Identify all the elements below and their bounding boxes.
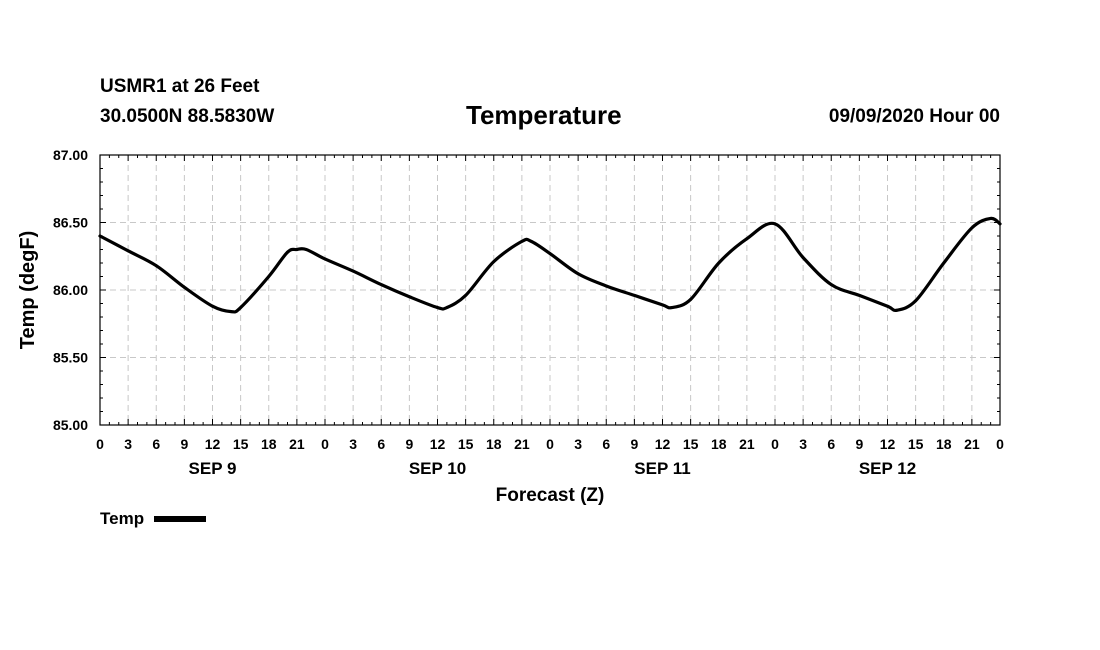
x-day-label: SEP 11	[634, 459, 690, 478]
data-point-temp	[126, 249, 130, 253]
data-point-temp	[942, 261, 946, 265]
x-tick-label: 9	[855, 436, 863, 452]
legend: Temp	[100, 509, 207, 529]
data-point-temp	[717, 261, 721, 265]
x-tick-label: 3	[349, 436, 357, 452]
axis-labels: 0 3 6 9 12 15 18 21 0 3 6 9 12 15 18 21 0 3 6 9 12 15 18 21 0 3 6 9…	[53, 147, 1004, 478]
x-day-label: SEP 9	[189, 459, 237, 478]
data-point-temp	[464, 294, 468, 297]
x-tick-label: 6	[152, 436, 160, 452]
x-tick-label: 21	[289, 436, 305, 452]
data-point-temp	[351, 269, 355, 273]
data-point-temp	[829, 283, 833, 286]
data-point-temp	[689, 298, 693, 301]
data-point-temp	[857, 294, 861, 297]
station-name: USMR1 at 26 Feet	[100, 76, 260, 97]
x-day-label: SEP 10	[409, 459, 466, 478]
data-point-temp	[914, 299, 918, 303]
data-point-temp	[379, 283, 383, 286]
x-tick-label: 15	[458, 436, 474, 452]
data-point-temp	[773, 222, 777, 226]
x-tick-label: 6	[602, 436, 610, 452]
data-point-temp	[661, 303, 664, 307]
data-point-temp	[604, 284, 608, 288]
y-tick-label: 86.00	[53, 282, 88, 298]
x-tick-label: 18	[711, 436, 727, 452]
grid	[100, 155, 1000, 425]
y-tick-label: 85.00	[53, 417, 88, 433]
data-point-temp	[267, 275, 271, 278]
x-tick-label: 3	[799, 436, 807, 452]
x-tick-label: 3	[124, 436, 132, 452]
x-tick-label: 12	[655, 436, 671, 452]
x-tick-label: 0	[771, 436, 779, 452]
y-axis-title: Temp (degF)	[17, 231, 39, 350]
x-tick-label: 0	[321, 436, 329, 452]
data-point-temp	[998, 222, 1002, 226]
x-tick-label: 18	[486, 436, 502, 452]
data-point-temp	[632, 294, 636, 297]
axes	[99, 154, 1001, 426]
data-point-temp	[895, 308, 899, 312]
x-tick-label: 15	[683, 436, 699, 452]
x-tick-label: 21	[964, 436, 980, 452]
x-tick-label: 6	[827, 436, 835, 452]
data-point-temp	[98, 234, 102, 238]
x-tick-label: 21	[739, 436, 755, 452]
x-tick-label: 0	[996, 436, 1004, 452]
data-point-temp	[436, 306, 439, 309]
data-point-temp	[529, 240, 533, 243]
x-tick-label: 18	[936, 436, 952, 452]
data-point-temp	[801, 256, 805, 259]
x-tick-label: 12	[205, 436, 221, 452]
data-point-temp	[182, 285, 186, 289]
x-tick-label: 12	[430, 436, 446, 452]
x-day-label: SEP 12	[859, 459, 916, 478]
forecast-run-time: 09/09/2020 Hour 00	[828, 106, 1000, 127]
data-point-temp	[989, 217, 993, 220]
x-tick-label: 9	[405, 436, 413, 452]
data-point-temp	[745, 237, 749, 241]
data-point-temp	[520, 240, 524, 243]
data-point-temp	[886, 304, 889, 308]
data-point-temp	[211, 304, 214, 308]
data-point-temp	[295, 248, 299, 251]
station-coordinates: 30.0500N 88.5830W	[100, 106, 275, 127]
x-tick-label: 3	[574, 436, 582, 452]
x-tick-label: 21	[514, 436, 530, 452]
data-point-temp	[407, 295, 411, 299]
data-point-temp	[323, 257, 327, 261]
x-tick-label: 15	[908, 436, 924, 452]
x-tick-label: 12	[880, 436, 896, 452]
data-point-temp	[576, 272, 580, 276]
data-point-temp	[970, 226, 974, 230]
data-point-temp	[286, 250, 289, 254]
data-point-temp	[239, 306, 243, 309]
data-point-temp	[492, 260, 496, 264]
data-point-temp	[670, 306, 674, 309]
x-tick-label: 15	[233, 436, 249, 452]
x-tick-label: 0	[96, 436, 104, 452]
x-tick-label: 0	[546, 436, 554, 452]
data-point-temp	[304, 248, 308, 251]
x-tick-label: 9	[630, 436, 638, 452]
x-tick-label: 6	[377, 436, 385, 452]
x-tick-label: 9	[180, 436, 188, 452]
chart-title: Temperature	[466, 100, 622, 130]
x-tick-label: 18	[261, 436, 277, 452]
data-point-temp	[229, 310, 233, 313]
y-tick-label: 87.00	[53, 147, 88, 163]
data-point-temp	[445, 306, 449, 309]
x-axis-title: Forecast (Z)	[496, 485, 605, 506]
y-tick-label: 86.50	[53, 215, 88, 231]
data-point-temp	[548, 252, 552, 255]
legend-swatch-temp	[154, 516, 207, 522]
legend-label: Temp	[100, 509, 145, 528]
y-tick-label: 85.50	[53, 350, 88, 366]
series	[98, 216, 1002, 314]
data-point-temp	[154, 264, 158, 268]
